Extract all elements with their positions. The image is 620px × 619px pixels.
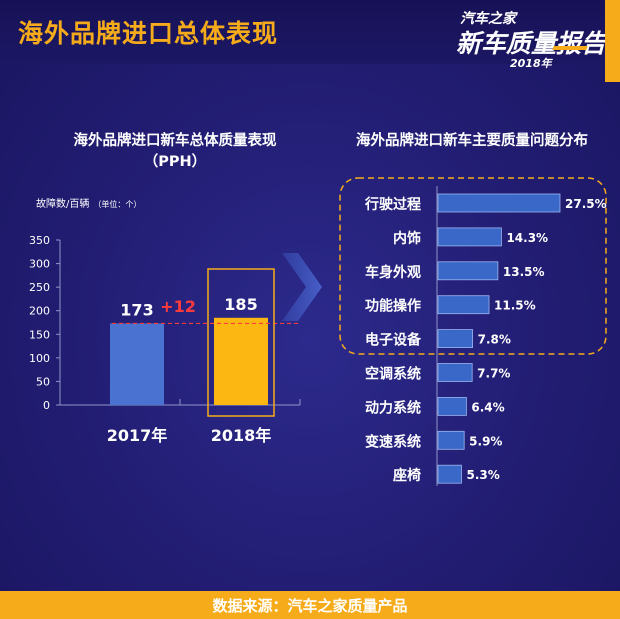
bar-2017 — [110, 323, 164, 405]
footer-bar: 数据来源：汽车之家质量产品 — [0, 591, 620, 619]
left-chart-ylabel-unit: （单位：个） — [93, 199, 141, 209]
issue-value-label: 6.4% — [471, 400, 504, 414]
bar-2018 — [214, 317, 268, 405]
right-chart-bars: 行驶过程 27.5% 内饰 14.3% 车身外观 13.5% 功能操作 11.5% 电子设备 7.… — [364, 193, 607, 484]
page-title: 海外品牌进口总体表现 — [18, 19, 279, 48]
issue-bar — [437, 430, 465, 450]
issue-category-label: 动力系统 — [365, 399, 421, 416]
delta-label: +12 — [160, 297, 196, 316]
issue-value-label: 7.7% — [477, 367, 510, 381]
issue-category-label: 空调系统 — [365, 366, 421, 383]
left-chart-y-tick-label: 100 — [29, 352, 50, 365]
issue-value-label: 27.5% — [565, 197, 607, 211]
top-issues-highlight-frame — [339, 177, 607, 355]
left-chart: 海外品牌进口新车总体质量表现 （PPH） 故障数/百辆 （单位：个） 0 50 100… — [29, 131, 301, 445]
right-chart-title: 海外品牌进口新车主要质量问题分布 — [356, 131, 588, 149]
x-category-label: 2017年 — [107, 426, 168, 445]
issue-bar — [437, 396, 467, 416]
left-chart-y-tick-label: 200 — [29, 305, 50, 318]
left-chart-y-tick-label: 150 — [29, 328, 50, 341]
x-category-label: 2018年 — [211, 426, 272, 445]
issue-category-label: 功能操作 — [365, 298, 421, 315]
left-chart-bars: 173 2017年 185 2018年 — [107, 295, 272, 445]
issue-value-label: 5.3% — [467, 468, 500, 482]
issue-value-label: 5.9% — [469, 434, 502, 448]
issue-bar — [437, 329, 474, 349]
issue-category-label: 行驶过程 — [364, 196, 421, 213]
left-chart-y-ticks: 0 50 100 150 200 250 300 350 — [29, 234, 60, 412]
right-chart: 海外品牌进口新车主要质量问题分布 行驶过程 27.5% 内饰 14.3% 车身外观 13.… — [339, 131, 607, 486]
issue-bar — [437, 261, 499, 281]
issue-category-label: 内饰 — [393, 230, 421, 247]
left-chart-y-tick-label: 50 — [36, 375, 50, 388]
issue-bar — [437, 193, 561, 213]
bar-2018-highlight-frame — [207, 268, 275, 417]
source-note: 数据来源：汽车之家质量产品 — [212, 596, 408, 615]
issue-value-label: 13.5% — [503, 265, 545, 279]
left-chart-y-tick-label: 300 — [29, 258, 50, 271]
bar-value-label: 185 — [224, 295, 257, 314]
report-logo: 汽车之家 新车质量报告 2018年 — [452, 6, 608, 76]
issue-bar — [437, 363, 473, 382]
left-chart-y-tick-label: 0 — [43, 399, 50, 412]
logo-report-text: 新车质量报告 — [456, 29, 607, 58]
issue-category-label: 电子设备 — [365, 332, 422, 349]
issue-value-label: 14.3% — [506, 231, 548, 245]
left-chart-subtitle: （PPH） — [144, 152, 206, 170]
left-chart-title: 海外品牌进口新车总体质量表现 — [74, 131, 277, 149]
issue-bar — [437, 295, 490, 315]
logo-year-text: 2018年 — [510, 57, 552, 70]
issue-value-label: 11.5% — [494, 299, 536, 313]
issue-value-label: 7.8% — [478, 333, 511, 347]
bar-value-label: 173 — [120, 300, 153, 319]
left-chart-y-tick-label: 250 — [29, 281, 50, 294]
issue-bar — [437, 227, 502, 247]
issue-category-label: 车身外观 — [365, 264, 421, 281]
left-chart-y-tick-label: 350 — [29, 234, 50, 247]
logo-brand-text: 汽车之家 — [460, 11, 516, 27]
issue-bar — [437, 464, 462, 484]
right-arrow-icon — [282, 253, 322, 321]
issue-category-label: 变速系统 — [365, 433, 421, 450]
issue-category-label: 座椅 — [393, 467, 421, 484]
header-band — [0, 0, 620, 64]
left-chart-ylabel: 故障数/百辆 （单位：个） — [36, 197, 141, 210]
left-chart-ylabel-main: 故障数/百辆 — [36, 197, 89, 210]
logo-side-bar — [605, 0, 620, 82]
